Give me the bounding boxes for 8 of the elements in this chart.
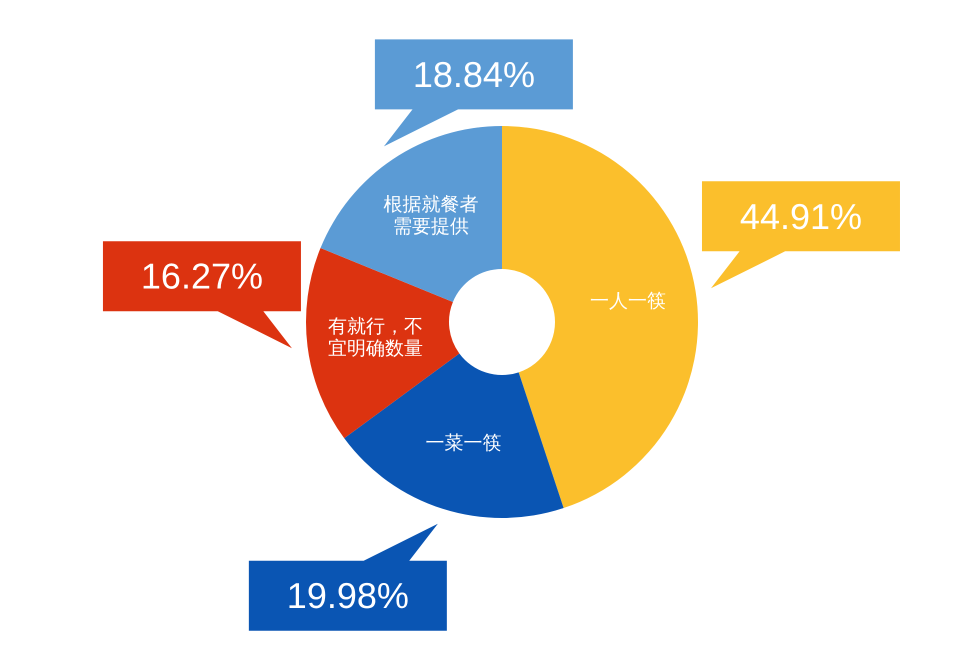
data-label: 44.91% bbox=[740, 196, 862, 237]
slice-label: 一人一筷 bbox=[590, 291, 666, 312]
slice-label: 根据就餐者需要提供 bbox=[383, 194, 478, 238]
data-label: 19.98% bbox=[286, 575, 409, 616]
slice-label: 一菜一筷 bbox=[425, 433, 502, 454]
data-label: 18.84% bbox=[412, 54, 535, 95]
data-label: 16.27% bbox=[140, 256, 263, 297]
slice-label: 有就行，不宜明确数量 bbox=[328, 316, 423, 360]
